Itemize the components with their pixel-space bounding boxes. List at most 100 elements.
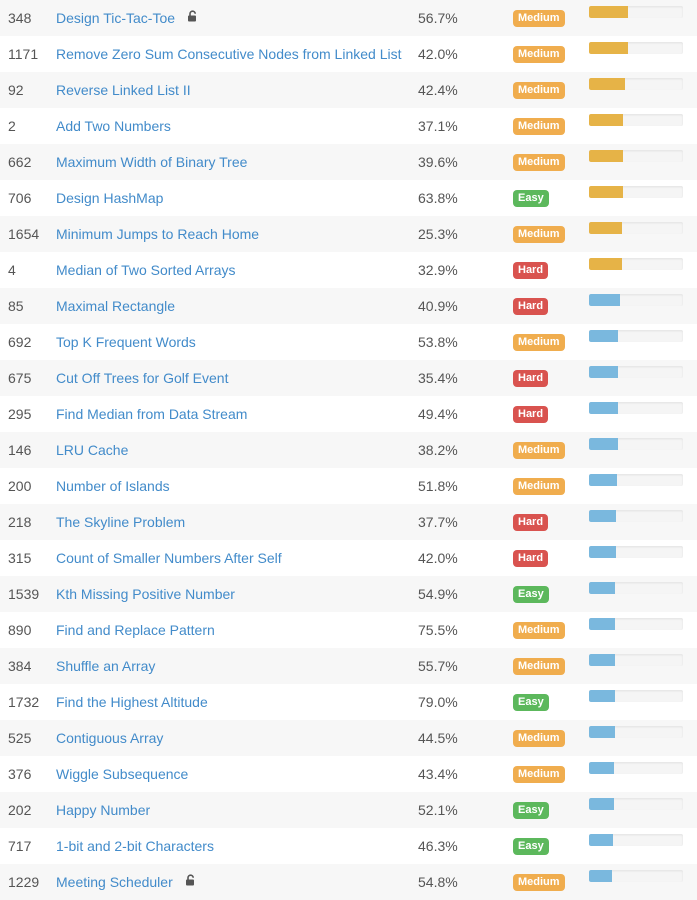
problem-id: 2: [8, 118, 16, 134]
problem-title-link[interactable]: LRU Cache: [56, 442, 129, 458]
difficulty-badge: Hard: [513, 514, 549, 531]
problem-title-link[interactable]: Add Two Numbers: [56, 118, 171, 134]
frequency-bar-fill: [589, 690, 615, 702]
difficulty-badge: Medium: [513, 82, 565, 99]
problem-id: 200: [8, 478, 32, 494]
problem-id: 218: [8, 514, 32, 530]
frequency-bar: [589, 438, 683, 450]
acceptance-rate: 37.1%: [418, 118, 458, 134]
frequency-bar: [589, 654, 683, 666]
frequency-bar-fill: [589, 762, 614, 774]
acceptance-rate: 51.8%: [418, 478, 458, 494]
problem-id: 662: [8, 154, 32, 170]
problem-title-link[interactable]: Maximal Rectangle: [56, 298, 176, 314]
problem-title-link[interactable]: Find the Highest Altitude: [56, 694, 208, 710]
table-row: 706 Design HashMap 63.8% Easy: [0, 180, 697, 216]
table-row: 1171 Remove Zero Sum Consecutive Nodes fr…: [0, 36, 697, 72]
problem-id: 890: [8, 622, 32, 638]
frequency-bar: [589, 834, 683, 846]
problem-title-link[interactable]: Shuffle an Array: [56, 658, 156, 674]
acceptance-rate: 52.1%: [418, 802, 458, 818]
frequency-bar: [589, 618, 683, 630]
problem-id: 4: [8, 262, 16, 278]
problem-title-link[interactable]: Wiggle Subsequence: [56, 766, 189, 782]
frequency-bar-fill: [589, 6, 628, 18]
problem-title-link[interactable]: Minimum Jumps to Reach Home: [56, 226, 260, 242]
problem-title-link[interactable]: Top K Frequent Words: [56, 334, 196, 350]
problem-title-link[interactable]: Median of Two Sorted Arrays: [56, 262, 236, 278]
table-row: 890 Find and Replace Pattern 75.5% Medium: [0, 612, 697, 648]
table-row: 1654 Minimum Jumps to Reach Home 25.3% Medi…: [0, 216, 697, 252]
problem-id: 85: [8, 298, 24, 314]
difficulty-badge: Hard: [513, 298, 549, 315]
acceptance-rate: 42.4%: [418, 82, 458, 98]
frequency-bar: [589, 798, 683, 810]
problem-title-link[interactable]: Find Median from Data Stream: [56, 406, 248, 422]
frequency-bar: [589, 402, 683, 414]
problem-title-link[interactable]: Number of Islands: [56, 478, 170, 494]
problem-title-link[interactable]: Meeting Scheduler: [56, 874, 173, 890]
problem-id: 146: [8, 442, 32, 458]
problem-id: 1539: [8, 586, 40, 602]
difficulty-badge: Medium: [513, 10, 565, 27]
table-row: 218 The Skyline Problem 37.7% Hard: [0, 504, 697, 540]
acceptance-rate: 44.5%: [418, 730, 458, 746]
problem-title-link[interactable]: Reverse Linked List II: [56, 82, 191, 98]
difficulty-badge: Medium: [513, 334, 565, 351]
difficulty-badge: Easy: [513, 190, 549, 207]
table-row: 662 Maximum Width of Binary Tree 39.6% Medi…: [0, 144, 697, 180]
frequency-bar: [589, 6, 683, 18]
problem-title-link[interactable]: Design Tic-Tac-Toe: [56, 10, 176, 26]
difficulty-badge: Easy: [513, 586, 549, 603]
difficulty-badge: Hard: [513, 370, 549, 387]
problem-title-link[interactable]: Happy Number: [56, 802, 151, 818]
table-row: 146 LRU Cache 38.2% Medium: [0, 432, 697, 468]
frequency-bar-fill: [589, 330, 618, 342]
problem-title-link[interactable]: Maximum Width of Binary Tree: [56, 154, 248, 170]
frequency-bar-fill: [589, 438, 618, 450]
table-row: 92 Reverse Linked List II 42.4% Medium: [0, 72, 697, 108]
frequency-bar: [589, 546, 683, 558]
problem-id: 92: [8, 82, 24, 98]
problem-id: 295: [8, 406, 32, 422]
table-row: 315 Count of Smaller Numbers After Self 42…: [0, 540, 697, 576]
problem-title-link[interactable]: Remove Zero Sum Consecutive Nodes from L…: [56, 46, 402, 62]
acceptance-rate: 43.4%: [418, 766, 458, 782]
frequency-bar-fill: [589, 510, 616, 522]
frequency-bar: [589, 690, 683, 702]
problem-title-link[interactable]: Cut Off Trees for Golf Event: [56, 370, 229, 386]
table-row: 1229 Meeting Scheduler 54.8% Medium: [0, 864, 697, 900]
lock-icon: [187, 0, 201, 36]
difficulty-badge: Medium: [513, 730, 565, 747]
frequency-bar: [589, 186, 683, 198]
difficulty-badge: Hard: [513, 262, 549, 279]
problem-title-link[interactable]: 1-bit and 2-bit Characters: [56, 838, 214, 854]
frequency-bar-fill: [589, 546, 616, 558]
problem-id: 1732: [8, 694, 40, 710]
frequency-bar-fill: [589, 834, 613, 846]
frequency-bar: [589, 78, 683, 90]
problem-title-link[interactable]: Find and Replace Pattern: [56, 622, 215, 638]
frequency-bar-fill: [589, 42, 628, 54]
frequency-bar: [589, 258, 683, 270]
table-row: 376 Wiggle Subsequence 43.4% Medium: [0, 756, 697, 792]
frequency-bar-fill: [589, 186, 623, 198]
problem-title-link[interactable]: The Skyline Problem: [56, 514, 186, 530]
acceptance-rate: 39.6%: [418, 154, 458, 170]
acceptance-rate: 53.8%: [418, 334, 458, 350]
table-row: 2 Add Two Numbers 37.1% Medium: [0, 108, 697, 144]
frequency-bar: [589, 294, 683, 306]
frequency-bar: [589, 510, 683, 522]
frequency-bar-fill: [589, 582, 615, 594]
problem-title-link[interactable]: Count of Smaller Numbers After Self: [56, 550, 282, 566]
problem-id: 202: [8, 802, 32, 818]
frequency-bar-fill: [589, 150, 623, 162]
frequency-bar-fill: [589, 654, 615, 666]
problem-title-link[interactable]: Design HashMap: [56, 190, 164, 206]
acceptance-rate: 40.9%: [418, 298, 458, 314]
problem-title-link[interactable]: Kth Missing Positive Number: [56, 586, 235, 602]
table-row: 85 Maximal Rectangle 40.9% Hard: [0, 288, 697, 324]
problem-title-link[interactable]: Contiguous Array: [56, 730, 164, 746]
table-row: 200 Number of Islands 51.8% Medium: [0, 468, 697, 504]
